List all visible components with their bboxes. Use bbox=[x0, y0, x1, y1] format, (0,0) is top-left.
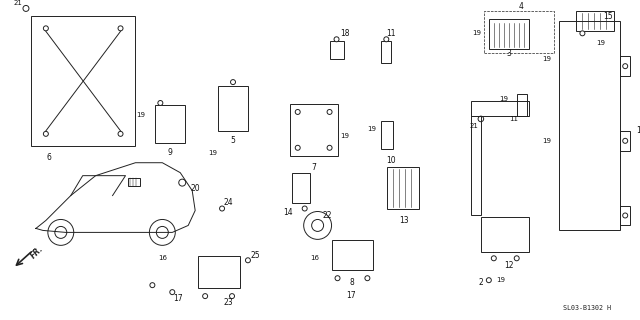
Bar bbox=[489, 20, 529, 49]
Text: 19: 19 bbox=[542, 138, 551, 144]
Circle shape bbox=[623, 138, 628, 143]
Bar bbox=[292, 173, 310, 203]
Text: 17: 17 bbox=[347, 291, 356, 300]
Bar bbox=[129, 178, 140, 186]
Circle shape bbox=[486, 278, 492, 283]
Text: 9: 9 bbox=[168, 148, 173, 157]
Bar bbox=[330, 41, 344, 59]
Text: 25: 25 bbox=[250, 251, 260, 260]
Circle shape bbox=[623, 213, 628, 218]
Text: 11: 11 bbox=[509, 116, 518, 122]
Circle shape bbox=[365, 276, 370, 281]
Text: 16: 16 bbox=[310, 255, 319, 261]
Text: 6: 6 bbox=[47, 153, 51, 162]
Text: 19: 19 bbox=[340, 133, 349, 139]
Circle shape bbox=[334, 37, 339, 42]
Bar bbox=[559, 21, 620, 230]
Bar bbox=[290, 104, 337, 156]
Circle shape bbox=[118, 26, 123, 31]
Circle shape bbox=[220, 206, 225, 211]
Text: 11: 11 bbox=[387, 29, 396, 38]
Circle shape bbox=[295, 145, 300, 150]
Text: 24: 24 bbox=[223, 198, 233, 207]
Circle shape bbox=[492, 256, 496, 261]
Bar bbox=[577, 12, 614, 31]
Text: 15: 15 bbox=[604, 12, 613, 21]
Bar bbox=[481, 218, 529, 252]
Text: 22: 22 bbox=[323, 211, 332, 220]
Text: 23: 23 bbox=[223, 298, 233, 307]
Bar bbox=[516, 94, 527, 116]
Text: SL03-B1302 H: SL03-B1302 H bbox=[563, 305, 611, 311]
Circle shape bbox=[150, 283, 155, 288]
Text: 21: 21 bbox=[13, 0, 22, 6]
Circle shape bbox=[327, 145, 332, 150]
Text: 19: 19 bbox=[136, 112, 145, 118]
Text: 19: 19 bbox=[367, 126, 376, 132]
Bar bbox=[471, 101, 529, 116]
Circle shape bbox=[335, 276, 340, 281]
Circle shape bbox=[44, 26, 49, 31]
Circle shape bbox=[295, 109, 300, 115]
Circle shape bbox=[44, 132, 49, 136]
Text: 16: 16 bbox=[158, 255, 167, 261]
Circle shape bbox=[158, 100, 163, 106]
Circle shape bbox=[230, 294, 234, 299]
Text: 1: 1 bbox=[636, 126, 640, 135]
Bar bbox=[387, 167, 419, 209]
Bar bbox=[332, 240, 373, 270]
Bar bbox=[381, 121, 393, 149]
Circle shape bbox=[203, 294, 207, 299]
Bar bbox=[31, 16, 136, 146]
Bar bbox=[156, 105, 185, 143]
Circle shape bbox=[514, 256, 519, 261]
Circle shape bbox=[246, 258, 250, 263]
Text: 8: 8 bbox=[349, 278, 354, 287]
Circle shape bbox=[327, 109, 332, 115]
Circle shape bbox=[384, 37, 388, 42]
Text: 19: 19 bbox=[496, 277, 506, 283]
Circle shape bbox=[118, 132, 123, 136]
Circle shape bbox=[230, 80, 236, 84]
Text: FR.: FR. bbox=[29, 244, 45, 260]
Text: 7: 7 bbox=[311, 163, 316, 172]
Bar bbox=[620, 205, 630, 225]
Text: 19: 19 bbox=[472, 30, 481, 36]
Text: 3: 3 bbox=[506, 49, 511, 58]
Circle shape bbox=[478, 116, 484, 122]
Bar bbox=[471, 116, 481, 215]
Bar bbox=[620, 56, 630, 76]
Text: 19: 19 bbox=[209, 150, 218, 156]
Circle shape bbox=[179, 179, 186, 186]
Circle shape bbox=[623, 64, 628, 69]
Text: 5: 5 bbox=[230, 136, 236, 145]
Bar bbox=[381, 41, 391, 63]
Bar bbox=[198, 256, 240, 288]
Text: 13: 13 bbox=[399, 216, 409, 225]
Text: 19: 19 bbox=[499, 96, 508, 102]
Bar bbox=[620, 131, 630, 151]
Text: 18: 18 bbox=[340, 29, 349, 38]
Text: 2: 2 bbox=[479, 278, 483, 287]
Text: 10: 10 bbox=[387, 156, 396, 165]
Text: 20: 20 bbox=[190, 184, 200, 193]
Circle shape bbox=[170, 290, 175, 295]
Text: 14: 14 bbox=[283, 208, 292, 217]
Text: 19: 19 bbox=[596, 40, 605, 46]
Text: 12: 12 bbox=[504, 261, 513, 270]
Text: 21: 21 bbox=[470, 123, 478, 129]
Circle shape bbox=[580, 31, 585, 36]
Text: 4: 4 bbox=[518, 2, 523, 11]
Bar bbox=[218, 86, 248, 131]
Circle shape bbox=[23, 5, 29, 12]
Circle shape bbox=[302, 206, 307, 211]
Text: 19: 19 bbox=[542, 56, 551, 62]
Text: 17: 17 bbox=[173, 294, 183, 303]
